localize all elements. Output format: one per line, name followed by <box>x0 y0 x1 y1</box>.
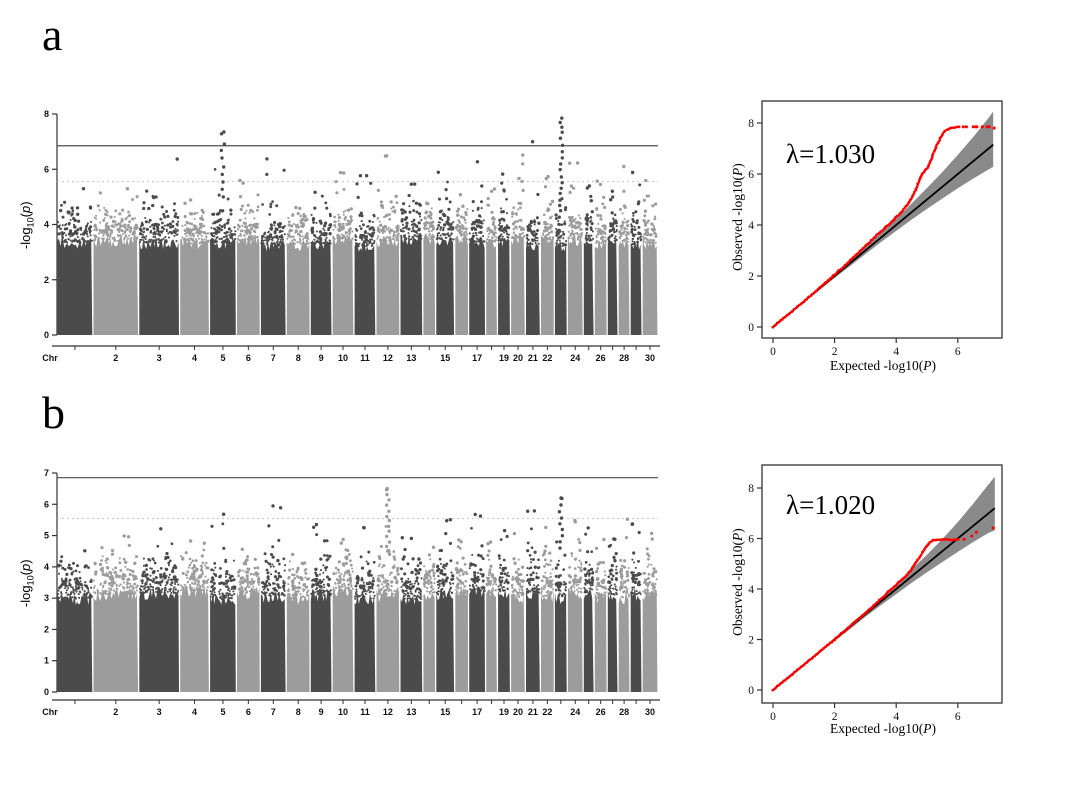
svg-text:6: 6 <box>748 169 754 181</box>
manhattan-a-ylabel: -log10(p) <box>17 201 36 250</box>
svg-text:6: 6 <box>955 346 961 358</box>
svg-text:8: 8 <box>44 109 49 119</box>
svg-text:2: 2 <box>748 271 754 283</box>
svg-text:4: 4 <box>192 353 197 363</box>
svg-text:0: 0 <box>44 330 49 340</box>
lambda-b-label: λ=1.020 <box>786 490 876 520</box>
svg-text:10: 10 <box>338 353 348 363</box>
chromosome-points <box>56 116 658 335</box>
panel-a-letter: a <box>42 9 63 60</box>
svg-text:21: 21 <box>528 353 538 363</box>
axes <box>52 113 660 350</box>
qq-plot-a: 0 2 4 6 8 0 2 4 6 <box>748 100 1003 358</box>
svg-text:8: 8 <box>748 118 754 130</box>
svg-text:7: 7 <box>271 353 276 363</box>
manhattan-b-ylabel: -log10(p) <box>17 559 36 608</box>
panel-b-letter: b <box>42 387 65 438</box>
svg-text:4: 4 <box>893 346 899 358</box>
qq-a-xlabel: Expected -log10(P) <box>829 358 937 373</box>
svg-text:6: 6 <box>246 353 251 363</box>
chromosome-points <box>57 486 658 692</box>
qq-a-ylabel: Observed -log10(P) <box>729 163 745 271</box>
svg-text:13: 13 <box>406 353 416 363</box>
svg-text:3: 3 <box>157 353 162 363</box>
svg-text:9: 9 <box>319 353 324 363</box>
svg-text:Chr: Chr <box>42 353 58 363</box>
svg-text:30: 30 <box>645 353 655 363</box>
svg-text:26: 26 <box>596 353 606 363</box>
svg-text:19: 19 <box>499 353 509 363</box>
axes <box>52 472 660 704</box>
svg-text:2: 2 <box>44 275 49 285</box>
threshold-lines <box>57 477 658 519</box>
svg-text:5: 5 <box>220 353 225 363</box>
qq-b-xlabel: Expected -log10(P) <box>829 721 937 736</box>
svg-text:0: 0 <box>748 322 754 334</box>
threshold-lines <box>57 145 658 183</box>
svg-text:12: 12 <box>383 353 393 363</box>
qq-points <box>771 125 996 329</box>
axis-tick-labels: 0 2 4 6 8 0 2 4 6 <box>748 118 961 358</box>
svg-text:4: 4 <box>748 220 754 232</box>
svg-text:0: 0 <box>770 346 776 358</box>
svg-text:6: 6 <box>44 164 49 174</box>
lambda-a-label: λ=1.030 <box>786 139 876 169</box>
svg-text:17: 17 <box>472 353 482 363</box>
svg-text:20: 20 <box>513 353 523 363</box>
svg-text:2: 2 <box>113 353 118 363</box>
svg-text:2: 2 <box>832 346 838 358</box>
axes <box>757 100 1003 343</box>
qq-b-ylabel: Observed -log10(P) <box>729 528 745 636</box>
qq-points <box>771 526 995 692</box>
svg-text:11: 11 <box>360 353 370 363</box>
svg-text:22: 22 <box>542 353 552 363</box>
svg-text:24: 24 <box>570 353 580 363</box>
svg-text:8: 8 <box>296 353 301 363</box>
svg-text:28: 28 <box>619 353 629 363</box>
svg-text:4: 4 <box>44 220 49 230</box>
axes <box>757 464 1003 708</box>
svg-text:15: 15 <box>440 353 450 363</box>
